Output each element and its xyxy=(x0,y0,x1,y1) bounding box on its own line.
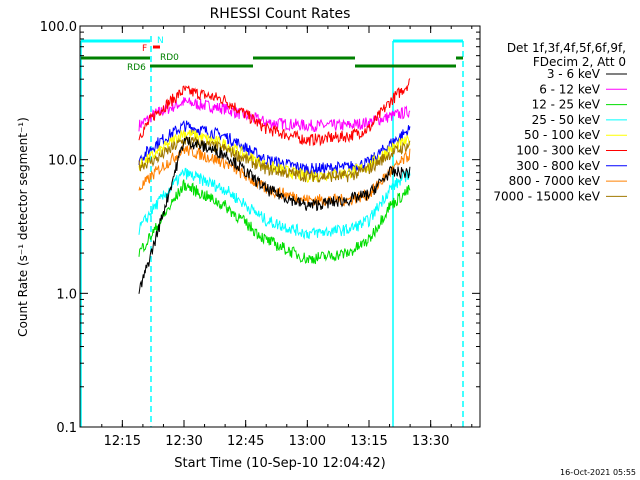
x-tick-label: 12:30 xyxy=(165,434,202,449)
x-axis-label: Start Time (10-Sep-10 12:04:42) xyxy=(174,456,385,471)
x-tick-label: 12:45 xyxy=(227,434,264,449)
legend-entry-label: 12 - 25 keV xyxy=(532,98,601,112)
x-tick-label: 12:15 xyxy=(104,434,141,449)
annotation-label: RD0 xyxy=(160,53,179,63)
x-tick-label: 13:15 xyxy=(350,434,387,449)
plot-frame xyxy=(79,25,481,428)
legend-entry-label: 25 - 50 keV xyxy=(532,113,601,127)
annotation-label: RD6 xyxy=(127,63,146,73)
series-line-100-300-kev xyxy=(138,78,411,147)
legend-entry-label: 300 - 800 keV xyxy=(516,159,600,173)
y-tick-label: 100.0 xyxy=(40,20,77,35)
legend-entry-label: 7000 - 15000 keV xyxy=(493,189,600,203)
legend-entry-label: 6 - 12 keV xyxy=(539,82,601,96)
y-tick-label: 0.1 xyxy=(56,421,77,436)
legend-header: FDecim 2, Att 0 xyxy=(533,55,626,69)
legend-entry-label: 100 - 300 keV xyxy=(516,144,600,158)
legend-entry-label: 3 - 6 keV xyxy=(547,67,601,81)
legend-entry-label: 50 - 100 keV xyxy=(524,128,601,142)
legend-entry-label: 800 - 7000 keV xyxy=(509,174,601,188)
y-axis-label: Count Rate (s⁻¹ detector segment⁻¹) xyxy=(16,117,30,337)
series-line-12-25-kev xyxy=(138,179,411,265)
chart-title: RHESSI Count Rates xyxy=(210,6,351,22)
x-tick-label: 13:30 xyxy=(412,434,449,449)
series-line-3-6-kev xyxy=(138,135,411,294)
y-tick-label: 10.0 xyxy=(48,154,77,169)
series-line-25-50-kev xyxy=(138,167,411,240)
y-tick-label: 1.0 xyxy=(56,287,77,302)
annotation-label: F xyxy=(142,44,147,54)
timestamp: 16-Oct-2021 05:55 xyxy=(560,468,636,477)
series-line-300-800-kev xyxy=(138,120,411,177)
annotation-label: N xyxy=(157,36,164,46)
x-tick-label: 13:00 xyxy=(289,434,326,449)
series-line-6-12-kev xyxy=(138,97,411,133)
legend-header: Det 1f,3f,4f,5f,6f,9f, xyxy=(507,41,626,55)
